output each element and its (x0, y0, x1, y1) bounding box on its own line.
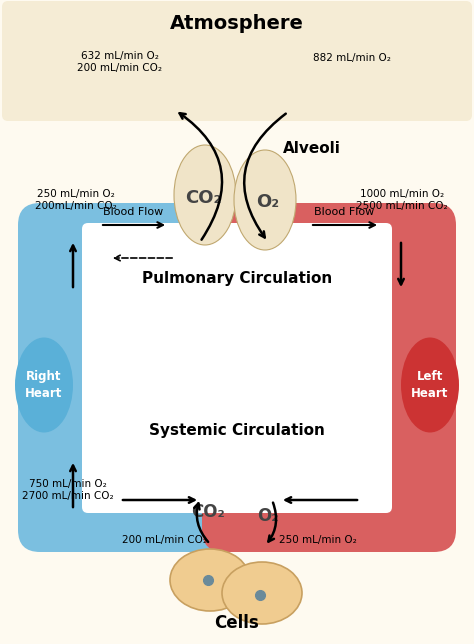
FancyBboxPatch shape (18, 203, 272, 552)
Text: O₂: O₂ (257, 507, 279, 525)
Text: CO₂: CO₂ (185, 189, 221, 207)
Text: 200 mL/min CO₂: 200 mL/min CO₂ (122, 535, 208, 545)
Ellipse shape (174, 145, 236, 245)
Text: Blood Flow: Blood Flow (314, 207, 374, 217)
Text: 632 mL/min O₂
200 mL/min CO₂: 632 mL/min O₂ 200 mL/min CO₂ (78, 52, 163, 73)
FancyBboxPatch shape (2, 1, 472, 121)
Text: O₂: O₂ (256, 193, 280, 211)
Ellipse shape (222, 562, 302, 624)
Text: Pulmonary Circulation: Pulmonary Circulation (142, 270, 332, 285)
Text: 250 mL/min O₂: 250 mL/min O₂ (279, 535, 357, 545)
Text: Blood Flow: Blood Flow (103, 207, 163, 217)
Ellipse shape (401, 337, 459, 433)
Text: 750 mL/min O₂
2700 mL/min CO₂: 750 mL/min O₂ 2700 mL/min CO₂ (22, 479, 114, 501)
FancyBboxPatch shape (82, 223, 392, 513)
Text: Alveoli: Alveoli (283, 140, 341, 155)
Text: Atmosphere: Atmosphere (170, 14, 304, 33)
Ellipse shape (234, 150, 296, 250)
Text: 882 mL/min O₂: 882 mL/min O₂ (313, 53, 391, 63)
Text: 1000 mL/min O₂
2500 mL/min CO₂: 1000 mL/min O₂ 2500 mL/min CO₂ (356, 189, 448, 211)
Text: Systemic Circulation: Systemic Circulation (149, 422, 325, 437)
Text: 250 mL/min O₂
200mL/min CO₂: 250 mL/min O₂ 200mL/min CO₂ (35, 189, 117, 211)
Ellipse shape (170, 549, 250, 611)
Ellipse shape (15, 337, 73, 433)
Text: Cells: Cells (215, 614, 259, 632)
Text: Left
Heart: Left Heart (411, 370, 449, 400)
Text: Right
Heart: Right Heart (25, 370, 63, 400)
FancyBboxPatch shape (202, 203, 456, 552)
Text: CO₂: CO₂ (191, 503, 225, 521)
